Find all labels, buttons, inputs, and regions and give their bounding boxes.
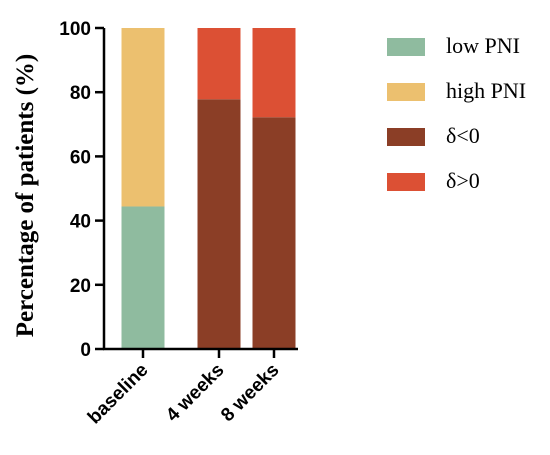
y-tick-label: 20 bbox=[70, 276, 91, 297]
legend-swatch bbox=[387, 38, 425, 56]
y-axis-label: Percentage of patients (%) bbox=[12, 54, 39, 337]
y-tick-label: 0 bbox=[80, 340, 91, 361]
y-tick-label: 40 bbox=[70, 212, 91, 233]
axes-group bbox=[102, 28, 298, 351]
bar-segment bbox=[252, 117, 296, 349]
bar-segment bbox=[197, 28, 241, 100]
bar-segment bbox=[197, 99, 241, 350]
legend-swatch bbox=[387, 83, 425, 101]
legend: low PNI high PNI δ<0 δ>0 bbox=[387, 33, 526, 193]
x-tick-label: 8 weeks bbox=[217, 360, 283, 426]
legend-label: δ<0 bbox=[446, 123, 480, 148]
legend-swatch bbox=[387, 173, 425, 191]
legend-label: δ>0 bbox=[446, 168, 480, 193]
y-tick-label: 60 bbox=[70, 147, 91, 168]
x-tick-label: baseline bbox=[84, 360, 153, 429]
y-ticks-group: 0 20 40 60 80 100 bbox=[59, 19, 104, 361]
legend-label: high PNI bbox=[446, 78, 526, 103]
bar-segment bbox=[121, 206, 165, 349]
y-tick-label: 80 bbox=[70, 83, 91, 104]
x-tick-label: 4 weeks bbox=[162, 360, 228, 426]
legend-label: low PNI bbox=[446, 33, 520, 58]
legend-swatch bbox=[387, 128, 425, 146]
bars-group bbox=[121, 28, 296, 350]
y-tick-label: 100 bbox=[59, 19, 91, 40]
bar-segment bbox=[252, 28, 296, 118]
bar-segment bbox=[121, 28, 165, 207]
